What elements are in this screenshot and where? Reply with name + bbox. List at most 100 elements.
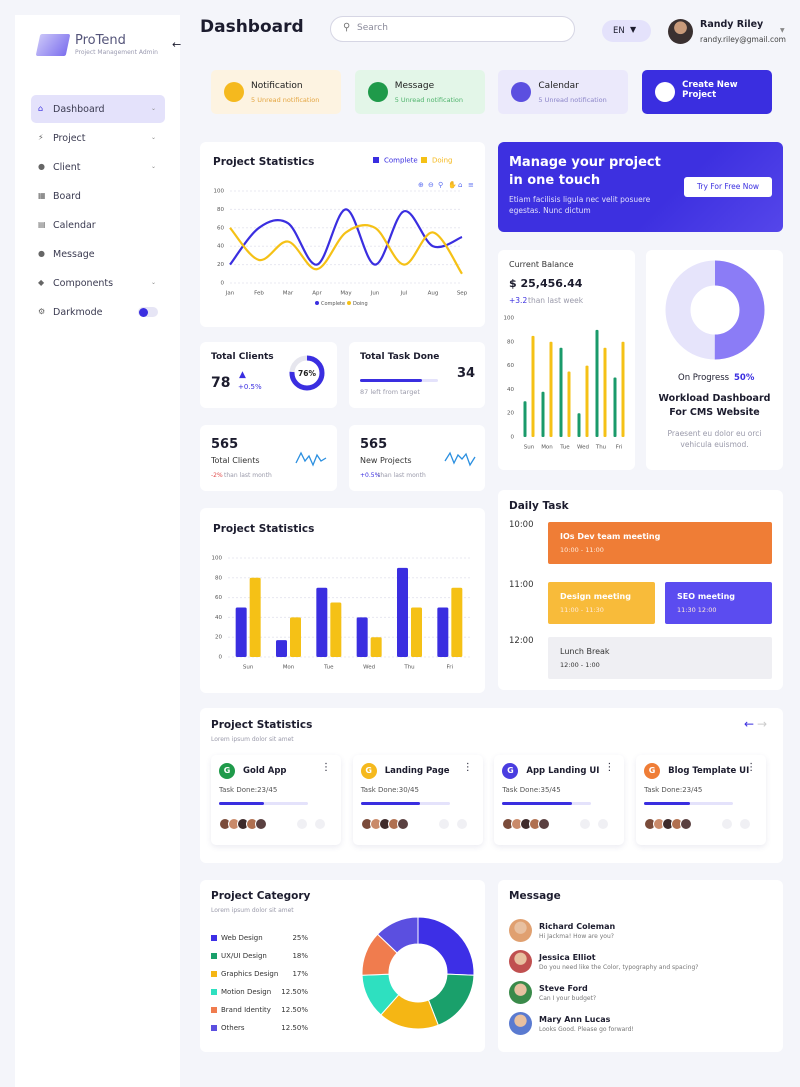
message-avatar[interactable] [509,950,532,973]
legend-swatch [211,1007,217,1013]
project-menu[interactable]: ⋮ [462,762,473,773]
bar [330,602,342,657]
stat-note: 87 left from target [360,388,420,396]
card-action[interactable] [580,819,591,829]
search-box[interactable] [330,16,575,42]
logo: ProTend [75,33,126,48]
user-menu-arrow[interactable]: ▼ [780,27,785,34]
nav-chevron: ⌄ [151,163,157,170]
legend-dot [347,301,351,305]
nav-chevron: ⌄ [151,279,157,286]
bar [585,365,589,437]
pie-slice [376,916,419,954]
project-initial: G [223,766,231,775]
chart-toolbar-icon: ⚲ [438,181,443,189]
message-avatar[interactable] [509,981,532,1004]
message-text: Hi Jackma! How are you? [539,933,614,940]
quick-card-subtitle: 5 Unread notification [394,96,464,104]
bar [531,335,535,437]
nav-icon: ▤ [38,220,46,229]
daily-task-title: Daily Task [509,500,569,512]
bar [541,391,545,437]
nav-item[interactable]: Dashboard [53,104,105,115]
y-tick-label: 60 [507,363,514,369]
project-name: App Landing UI [526,766,600,776]
stat-value: 34 [457,366,476,381]
task-event[interactable] [548,522,772,564]
balance-change: +3.2 [509,296,528,305]
legend-swatch [211,989,217,995]
nav-icon: ⚡ [38,133,44,142]
legend-label: Graphics Design [221,970,279,978]
nav-item[interactable]: Calendar [53,220,96,231]
collapse-button[interactable]: ← [172,38,182,51]
next-button[interactable]: → [757,717,768,731]
project-name: Blog Template UI [668,766,750,776]
card-action[interactable] [722,819,733,829]
nav-item[interactable]: Project [53,133,86,144]
card-action[interactable] [315,819,325,829]
darkmode-toggle[interactable] [138,307,158,317]
project-menu[interactable]: ⋮ [321,762,331,773]
nav-icon: ⌂ [38,104,44,113]
y-tick-label: 100 [214,189,225,195]
nav-item[interactable]: Components [53,278,114,289]
banner-text: Etiam facilisis ligula nec velit posuere… [509,195,651,215]
balance-label: Current Balance [509,260,574,269]
trend-change: +0.5% [360,472,381,479]
language-select[interactable] [602,20,651,42]
project-menu[interactable]: ⋮ [746,762,757,773]
card-action[interactable] [297,819,307,829]
message-name: Jessica Elliot [539,953,596,962]
message-avatar[interactable] [509,1012,532,1035]
bar [595,329,599,437]
x-tick-label: Mon [541,445,553,451]
nav-icon: ⚙ [38,307,46,316]
nav-icon: ● [38,249,45,258]
bar [370,637,382,657]
promo-banner: Manage your project in one touch Etiam f… [498,142,783,232]
message-avatar[interactable] [509,919,532,942]
trend-card: 565 Total Clients -2% than last month [200,425,337,491]
bar [621,341,625,437]
project-menu[interactable]: ⋮ [604,762,615,773]
user-email: randy.riley@gmail.com [700,35,786,44]
ring-label: 76% [298,369,316,378]
message-text: Can I your budget? [539,995,597,1002]
y-tick-label: 100 [504,316,515,322]
card-action[interactable] [456,819,467,829]
search-placeholder: Search [357,23,388,33]
prev-button[interactable]: ← [744,717,755,731]
project-initial-bg [502,763,519,779]
chart-toolbar-icon: ⊕ [418,181,424,189]
task-event[interactable] [548,582,655,624]
trend-value: 565 [360,437,388,452]
x-tick-label: Tue [323,665,334,671]
page-title: Dashboard [200,17,304,37]
task-event[interactable] [548,637,772,679]
line-chart-panel: 0 20 40 60 80 100 Jan Feb Mar Apr May Jun Jul Aug Sep C… [200,142,485,327]
project-initial-bg [219,763,235,779]
task-time: 12:00 - 1:00 [560,661,600,669]
workload-progress: 50% [734,373,755,383]
project-initial-bg [360,763,377,779]
sidebar [15,15,180,1087]
legend-label: Doing [432,157,453,165]
card-action[interactable] [598,819,609,829]
card-action[interactable] [740,819,751,829]
project-task-label: Task Done:35/45 [502,786,561,794]
y-tick-label: 20 [507,411,514,417]
nav-item[interactable]: Board [53,191,81,202]
bar [437,607,449,657]
time-label: 11:00 [509,580,534,590]
nav-item[interactable]: Darkmode [53,307,103,318]
nav-active [31,95,165,123]
task-event[interactable] [665,582,772,624]
user-avatar[interactable] [668,19,693,44]
nav-item[interactable]: Message [53,249,95,260]
stat-title: Total Clients [211,352,274,362]
banner-button[interactable]: Try For Free Now [684,177,772,197]
card-action[interactable] [438,819,449,829]
nav-item[interactable]: Client [53,162,81,173]
